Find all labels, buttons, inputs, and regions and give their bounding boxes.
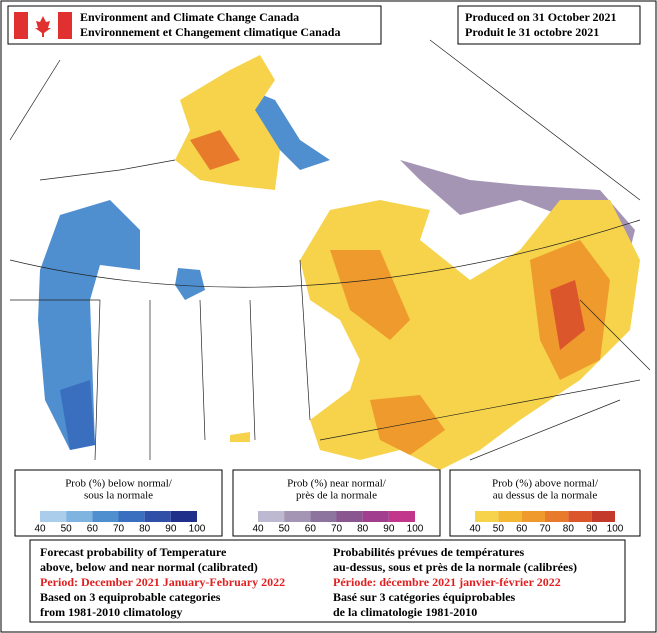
map [9, 39, 651, 470]
map-lines [9, 39, 651, 461]
legend-tick: 100 [607, 524, 624, 535]
maple-leaf [35, 16, 51, 37]
flag-bar [14, 12, 28, 39]
footer-line: Forecast probability of Temperature [40, 545, 227, 559]
legend-tick: 100 [189, 524, 206, 535]
legend-tick: 90 [586, 524, 598, 535]
legend-tick: 80 [357, 524, 369, 535]
legend-swatch [362, 511, 389, 522]
flag-bar [58, 12, 72, 39]
legend-title: sous la normale [84, 490, 153, 502]
legend-tick: 80 [563, 524, 575, 535]
legend-swatch [568, 511, 592, 522]
above-area [230, 432, 250, 442]
footer-line: above, below and near normal (calibrated… [40, 560, 258, 574]
legend-tick: 40 [34, 524, 46, 535]
legend-tick: 80 [139, 524, 151, 535]
legend-tick: 60 [87, 524, 99, 535]
near-area [400, 160, 635, 250]
below-area [250, 90, 330, 170]
legend-swatch [66, 511, 93, 522]
legend-tick: 70 [113, 524, 125, 535]
legend-tick: 50 [61, 524, 73, 535]
legend-tick: 50 [279, 524, 291, 535]
legend-box [449, 469, 641, 537]
legend-swatch [545, 511, 569, 522]
footer-line: Probabilités prévues de températures [333, 545, 525, 559]
legend-title: au dessus de la normale [493, 490, 598, 502]
legend-tick: 70 [331, 524, 343, 535]
below-area [175, 268, 205, 300]
legend-swatch [170, 511, 197, 522]
above-area [190, 130, 240, 170]
legend-swatch [92, 511, 119, 522]
legend-tick: 40 [252, 524, 264, 535]
footer-line: Based on 3 equiprobable categories [40, 590, 221, 604]
legend-title: Prob (%) above normal/ [492, 478, 599, 490]
footer-line: from 1981-2010 climatology [40, 605, 182, 619]
legend-swatch [336, 511, 363, 522]
legend-title: Prob (%) near normal/ [287, 478, 387, 490]
legend-swatch [475, 511, 499, 522]
legend-swatch [310, 511, 337, 522]
legend-swatch [498, 511, 522, 522]
legend-box [14, 469, 223, 537]
agency-en: Environment and Climate Change Canada [80, 10, 299, 24]
legend-swatch [40, 511, 67, 522]
produced-en: Produced on 31 October 2021 [465, 10, 617, 24]
legend-title: Prob (%) below normal/ [65, 478, 173, 490]
below-area [60, 380, 95, 450]
legend-tick: 100 [407, 524, 424, 535]
legend-swatch [144, 511, 171, 522]
legend-swatch [118, 511, 145, 522]
legend-swatch [284, 511, 311, 522]
produced-fr: Produit le 31 octobre 2021 [465, 25, 599, 39]
legend-box [232, 469, 441, 537]
above-area [330, 250, 410, 340]
above-area [370, 395, 445, 455]
legend-tick: 90 [383, 524, 395, 535]
footer-line: Basé sur 3 catégories équiprobables [333, 590, 516, 604]
legend-tick: 90 [165, 524, 177, 535]
legend-tick: 60 [516, 524, 528, 535]
below-area [38, 200, 140, 450]
legend-swatch [258, 511, 285, 522]
legend-tick: 60 [305, 524, 317, 535]
legend-tick: 50 [493, 524, 505, 535]
legend-swatch [388, 511, 415, 522]
agency-fr: Environnement et Changement climatique C… [80, 25, 340, 39]
legend-title: près de la normale [296, 490, 377, 502]
footer-line: de la climatologie 1981-2010 [333, 605, 477, 619]
above-area [550, 280, 585, 350]
footer-line: Period: December 2021 January-February 2… [40, 575, 285, 589]
legend-swatch [591, 511, 615, 522]
legend-tick: 40 [469, 524, 481, 535]
produced-box [457, 5, 641, 45]
legend-swatch [521, 511, 545, 522]
footer-line: au-dessus, sous et près de la normale (c… [333, 560, 577, 574]
legend-tick: 70 [539, 524, 551, 535]
footer-line: Période: décembre 2021 janvier-février 2… [333, 575, 561, 589]
footer-box [29, 539, 626, 623]
